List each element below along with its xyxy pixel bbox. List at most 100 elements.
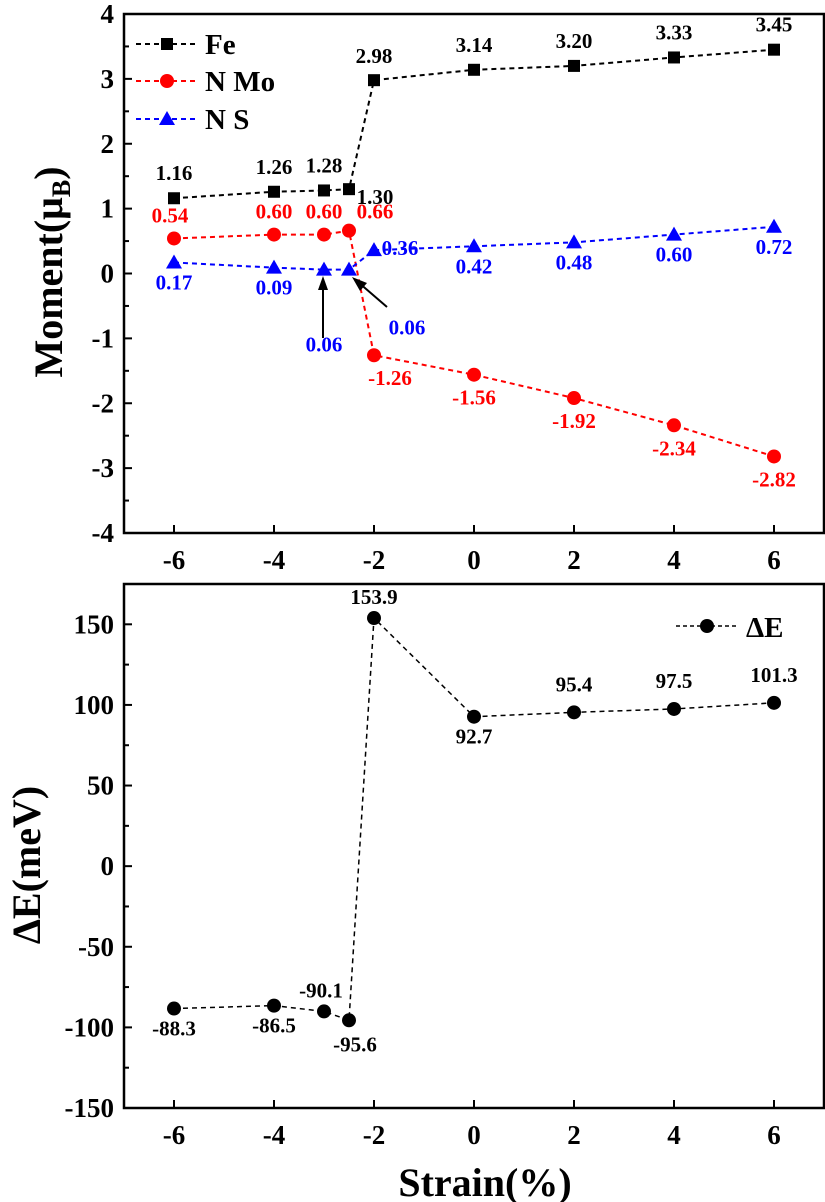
data-label: 0.60 (306, 200, 343, 224)
data-label: 0.36 (382, 236, 419, 260)
y-tick-label: 0 (101, 259, 115, 289)
moment-legend: Fe N Mo N S (136, 29, 275, 136)
data-point (467, 709, 481, 724)
data-point (767, 449, 781, 464)
data-point (466, 238, 482, 253)
x-tick-label: 0 (467, 545, 481, 575)
data-label: 95.4 (556, 672, 593, 696)
y-tick-label: 4 (101, 0, 115, 29)
legend-label: ΔE (746, 612, 784, 644)
arrow-left-head (318, 276, 328, 290)
series-line-n-mo (173, 229, 775, 458)
data-point (268, 185, 280, 198)
data-point (368, 74, 380, 87)
data-point (267, 227, 281, 242)
data-point (342, 1013, 356, 1028)
data-label: 3.33 (656, 20, 693, 44)
legend-marker (700, 619, 714, 633)
y-tick-label: 100 (74, 690, 115, 720)
x-tick-label: 6 (767, 545, 781, 575)
arrow-right-head (352, 277, 367, 291)
x-tick-label: -4 (263, 1120, 286, 1150)
data-label: 97.5 (656, 669, 693, 693)
energy-legend: ΔE (676, 612, 784, 644)
x-axis-title: Strain(%) (398, 1160, 571, 1202)
data-point (367, 611, 381, 626)
data-point (667, 701, 681, 716)
data-label: 3.45 (756, 13, 793, 37)
data-point (317, 1004, 331, 1019)
y-tick-label: 3 (101, 64, 115, 94)
x-tick-label: -2 (363, 1120, 386, 1150)
data-label: 1.16 (156, 161, 193, 185)
data-label: 0.60 (656, 243, 693, 267)
x-tick-label: 6 (767, 1120, 781, 1150)
legend-label: N S (205, 104, 249, 136)
x-tick-label: -4 (263, 545, 286, 575)
data-label: 101.3 (750, 663, 797, 687)
y-tick-label: -150 (65, 1093, 115, 1123)
data-label: -1.56 (452, 386, 496, 410)
data-point (266, 259, 282, 274)
data-point (568, 59, 580, 72)
data-label: 0.48 (556, 250, 593, 274)
legend-label: Fe (205, 29, 236, 61)
data-label: 1.28 (306, 153, 343, 177)
data-label: 3.20 (556, 29, 593, 53)
data-label: 0.42 (456, 254, 493, 278)
data-label: -1.92 (552, 409, 596, 433)
data-point (318, 184, 330, 197)
y-tick-label: -3 (92, 453, 115, 483)
data-point (668, 51, 680, 64)
data-point (468, 63, 480, 76)
x-tick-label: -6 (163, 545, 186, 575)
data-label: 1.30 (357, 185, 394, 209)
data-label: 3.14 (456, 33, 493, 57)
data-label: -86.5 (252, 1014, 296, 1038)
moment-panel: -6 -4 -2 0 2 4 6 -4 -3 -2 -1 0 1 2 3 4 1.16 1.26 1.28 1.30… (26, 0, 825, 575)
x-tick-label: 4 (667, 1120, 681, 1150)
data-point (367, 348, 381, 363)
y-tick-label: 1 (101, 194, 115, 224)
y-tick-label: 0 (101, 851, 115, 881)
y-tick-label: 50 (87, 771, 114, 801)
x-tick-label: 2 (567, 545, 581, 575)
energy-series (167, 611, 781, 1028)
data-label: -95.6 (333, 1032, 377, 1056)
data-point (768, 43, 780, 56)
data-label: 92.7 (456, 725, 493, 749)
moment-y-axis-title: Moment(μB) (26, 166, 76, 377)
data-point (267, 998, 281, 1013)
data-point (567, 705, 581, 720)
data-point (767, 695, 781, 710)
data-point (342, 223, 356, 238)
data-label: 0.72 (756, 235, 793, 259)
moment-plot-frame (122, 12, 825, 535)
data-point (166, 254, 182, 269)
legend-marker (161, 38, 173, 50)
data-label: -90.1 (299, 978, 343, 1002)
data-label: 153.9 (350, 585, 397, 609)
moment-annotation-arrows (318, 276, 388, 338)
x-tick-label: -2 (363, 545, 386, 575)
data-point (316, 261, 332, 276)
x-tick-label: 0 (467, 1120, 481, 1150)
y-tick-label: -100 (65, 1012, 115, 1042)
x-tick-label: 2 (567, 1120, 581, 1150)
data-label: -2.34 (652, 436, 696, 460)
y-tick-label: -50 (78, 932, 114, 962)
moment-axis-ticks: -6 -4 -2 0 2 4 6 -4 -3 -2 -1 0 1 2 3 4 (92, 0, 781, 575)
data-label: 0.17 (156, 270, 193, 294)
data-point (666, 226, 682, 241)
data-point (343, 183, 355, 196)
data-point (667, 418, 681, 433)
data-point (168, 192, 180, 205)
y-tick-label: -4 (92, 518, 115, 548)
data-label: 0.60 (256, 200, 293, 224)
data-point (167, 231, 181, 246)
data-label: 0.09 (256, 276, 293, 300)
moment-data-labels: 1.16 1.26 1.28 1.30 2.98 3.14 3.20 3.33 3.45 0.54… (152, 13, 796, 492)
energy-y-axis-title: ΔE(meV) (4, 786, 49, 944)
energy-data-labels: -88.3 -86.5-90.1 -95.6 153.9 92.7 95.4 97.5 101… (152, 585, 798, 1056)
